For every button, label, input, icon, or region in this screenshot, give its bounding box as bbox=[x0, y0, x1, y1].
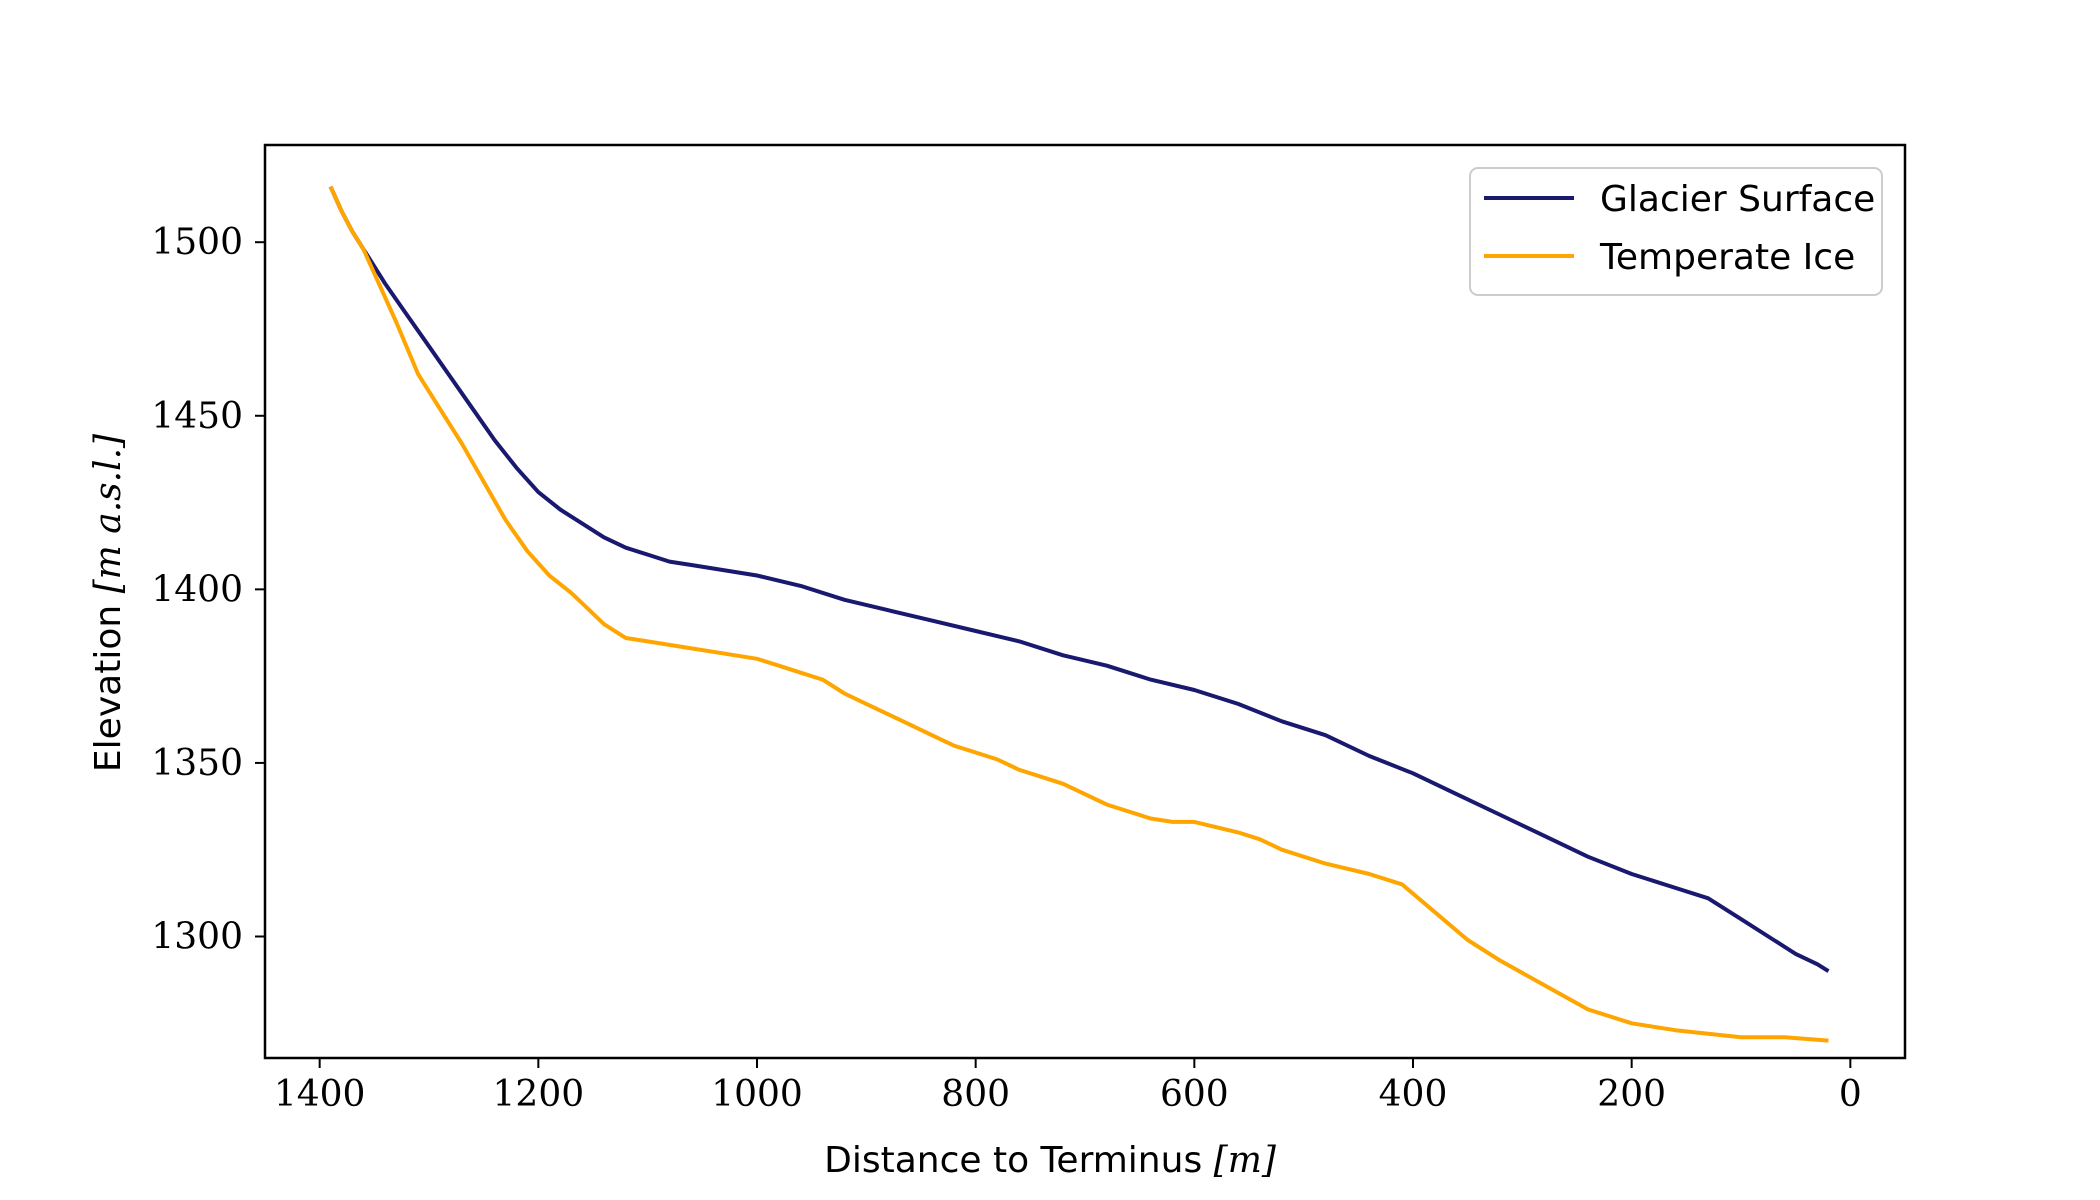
y-tick-label: 1400 bbox=[151, 569, 243, 610]
y-tick-label: 1500 bbox=[151, 222, 243, 263]
y-axis-label: Elevation [m a.s.l.] bbox=[88, 433, 129, 772]
y-tick-label: 1300 bbox=[151, 916, 243, 957]
x-axis-label: Distance to Terminus [m] bbox=[824, 1140, 1277, 1181]
legend-label-glacier-surface: Glacier Surface bbox=[1600, 179, 1875, 220]
x-tick-label: 800 bbox=[941, 1074, 1010, 1115]
series-line-temperate-ice bbox=[328, 185, 1829, 1043]
x-tick-label: 1000 bbox=[711, 1074, 803, 1115]
x-tick-label: 200 bbox=[1597, 1074, 1666, 1115]
plot-frame bbox=[263, 143, 1907, 1060]
legend: Glacier Surface Temperate Ice bbox=[1469, 167, 1883, 296]
y-tick-label: 1350 bbox=[151, 743, 243, 784]
x-tick-label: 1400 bbox=[274, 1074, 366, 1115]
series-lines bbox=[328, 185, 1830, 1043]
legend-label-temperate-ice: Temperate Ice bbox=[1599, 237, 1855, 278]
x-tick-label: 0 bbox=[1839, 1074, 1862, 1115]
x-axis-ticks: 1400 1200 1000 800 600 400 200 0 bbox=[274, 1058, 1862, 1115]
y-tick-label: 1450 bbox=[151, 396, 243, 437]
x-tick-label: 400 bbox=[1379, 1074, 1448, 1115]
x-tick-label: 600 bbox=[1160, 1074, 1229, 1115]
x-tick-label: 1200 bbox=[493, 1074, 585, 1115]
y-axis-ticks: 1300 1350 1400 1450 1500 bbox=[151, 222, 265, 957]
series-line-glacier-surface bbox=[328, 185, 1830, 973]
